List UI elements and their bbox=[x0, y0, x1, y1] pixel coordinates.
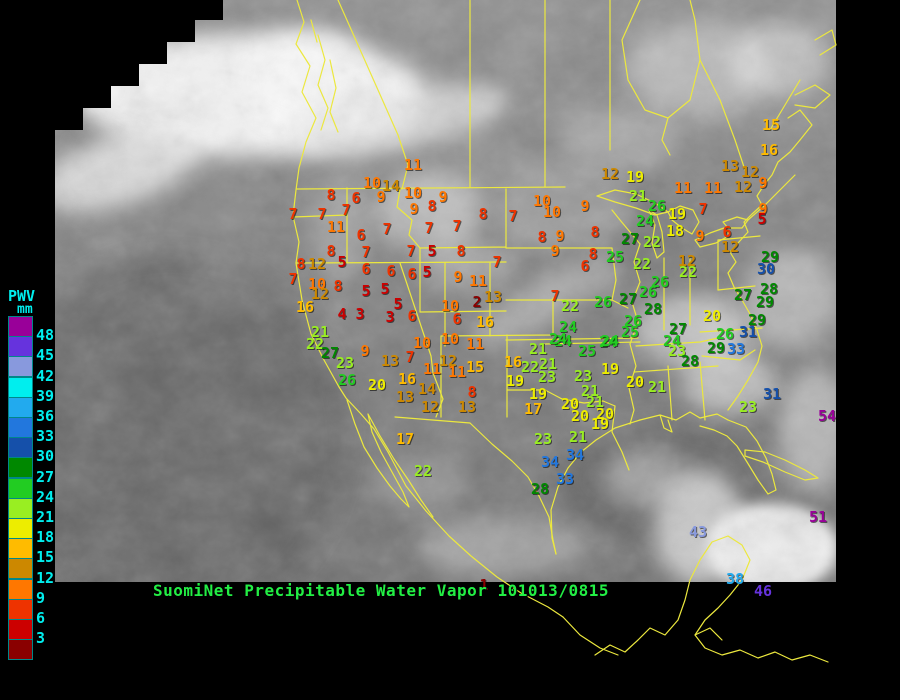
legend-unit: mm bbox=[17, 302, 33, 317]
legend-label: 39 bbox=[36, 386, 55, 405]
legend-color-box bbox=[8, 558, 33, 580]
legend-color-box bbox=[8, 457, 33, 479]
legend-label: 45 bbox=[36, 346, 55, 365]
pwv-legend: PWV mm 48 45 42 39 36 33 30 27 24 21 18 15 12 9 6 3 bbox=[8, 287, 78, 661]
legend-label: 21 bbox=[36, 508, 55, 526]
legend-label: 24 bbox=[36, 487, 55, 506]
legend-color-box bbox=[8, 316, 33, 337]
footer-title: SuomiNet Precipitable Water Vapor 101013… bbox=[153, 581, 609, 600]
legend-label: 3 bbox=[36, 629, 46, 648]
legend-color-box bbox=[8, 417, 33, 438]
legend-color-box bbox=[8, 437, 33, 459]
legend-color-box bbox=[8, 376, 33, 398]
legend-color-box bbox=[8, 497, 33, 519]
legend-color-box bbox=[8, 578, 33, 600]
legend-title: PWV bbox=[8, 287, 36, 305]
legend-label: 33 bbox=[36, 427, 55, 446]
legend-label: 18 bbox=[36, 528, 55, 547]
legend-label: 36 bbox=[36, 407, 55, 425]
legend-color-box bbox=[8, 619, 33, 640]
legend-color-box bbox=[8, 356, 33, 378]
legend-label: 27 bbox=[36, 467, 55, 486]
legend-label: 9 bbox=[36, 588, 46, 607]
legend-label: 30 bbox=[36, 447, 55, 466]
map-boundaries-layer bbox=[292, 0, 837, 663]
legend-label: 12 bbox=[36, 568, 55, 587]
legend-color-box bbox=[8, 477, 33, 499]
legend-color-box bbox=[8, 639, 33, 661]
legend-label: 42 bbox=[36, 366, 55, 385]
legend-color-box bbox=[8, 518, 33, 539]
legend-label: 48 bbox=[36, 326, 55, 345]
legend-color-box bbox=[8, 538, 33, 560]
legend-label: 6 bbox=[36, 609, 46, 627]
legend-label: 15 bbox=[36, 548, 55, 567]
satellite-backdrop bbox=[55, 0, 836, 582]
legend-color-box bbox=[8, 336, 33, 358]
legend-color-box bbox=[8, 396, 33, 418]
legend-color-box bbox=[8, 598, 33, 620]
